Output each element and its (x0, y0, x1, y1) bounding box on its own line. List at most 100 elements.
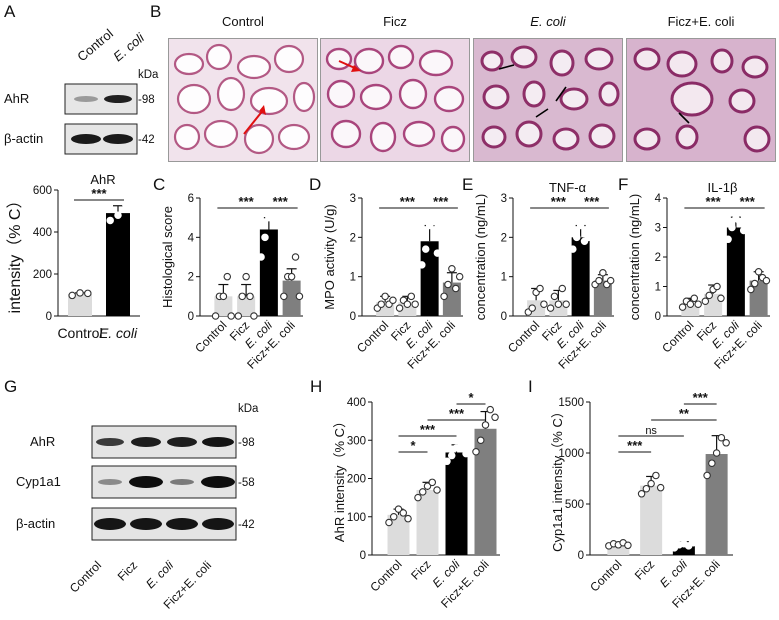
data-point (246, 292, 254, 301)
bar (420, 241, 439, 316)
data-point (491, 413, 499, 422)
data-point (532, 288, 540, 297)
data-point (754, 267, 763, 276)
data-point (591, 280, 599, 289)
data-point (385, 300, 393, 308)
blot-A-strip-actin (64, 123, 138, 155)
y-tick-label: 2 (350, 232, 356, 244)
significance-label: *** (420, 422, 436, 437)
blot-G-band (202, 518, 234, 530)
data-point (272, 213, 281, 222)
data-point (717, 433, 726, 442)
data-point (728, 223, 736, 232)
category-label: E. coli (554, 318, 587, 351)
data-point (291, 253, 300, 261)
blot-G-kda: kDa (238, 403, 259, 415)
data-point (418, 261, 426, 269)
significance-label: *** (551, 194, 567, 209)
bar (571, 237, 590, 316)
blot-G-lane: Control (67, 558, 104, 595)
data-point (675, 541, 683, 549)
blot-G-band (98, 479, 122, 485)
data-point (455, 272, 464, 281)
data-point (457, 440, 466, 448)
data-point (550, 292, 559, 301)
blot-A-strip-ahr (64, 83, 138, 115)
panel-letter-A: A (4, 2, 16, 21)
data-point (476, 436, 485, 444)
data-point (750, 279, 759, 288)
data-point (572, 233, 581, 242)
bar (376, 302, 395, 316)
data-point (403, 300, 412, 308)
data-point (705, 291, 713, 300)
data-point (694, 300, 702, 308)
category-label: Control (192, 318, 229, 355)
category-label: Control (659, 318, 696, 355)
category-label: Ficz (539, 318, 564, 343)
y-axis-label: AhR intensity（% C） (332, 415, 347, 542)
data-point (472, 447, 480, 456)
data-point (708, 459, 716, 467)
blot-A-lane-ecoli: E. coli (110, 29, 148, 64)
y-tick-label: 1 (501, 272, 507, 284)
bar (593, 280, 612, 316)
bar (681, 302, 700, 316)
tissue-vesicles (480, 45, 620, 151)
blot-A-band (74, 96, 98, 102)
data-point (440, 292, 448, 301)
category-label: Ficz (388, 318, 413, 343)
data-point (540, 300, 548, 308)
blot-G-band (202, 437, 234, 447)
significance-label: *** (740, 194, 756, 209)
y-tick-label: 0 (655, 311, 661, 323)
hist-label-ficz: Ficz (383, 14, 407, 29)
data-point (377, 300, 385, 308)
data-point (595, 276, 603, 285)
panel-letter-I: I (528, 377, 533, 396)
data-point (554, 300, 563, 308)
significance-label: *** (693, 390, 709, 405)
data-point (448, 265, 456, 273)
data-point (701, 297, 710, 305)
data-point (670, 544, 679, 552)
blot-A-protein-ahr: AhR (4, 91, 29, 106)
blot-G-lane: Ficz+E. coli (161, 558, 215, 612)
data-point (609, 540, 618, 548)
significance-label: * (410, 438, 416, 453)
bar (398, 302, 417, 316)
data-point (234, 312, 243, 320)
y-tick-label: 0 (350, 311, 356, 323)
data-point (452, 444, 461, 452)
data-point (605, 542, 613, 550)
category-label: E. coli (99, 325, 138, 341)
histology-image-ficz-ecoli (626, 38, 776, 162)
blot-G-kda-42: -42 (238, 519, 255, 531)
data-point (425, 221, 434, 230)
data-point (389, 296, 397, 305)
blot-A-kda: kDa (138, 69, 159, 81)
blot-G-band (96, 438, 124, 446)
data-point (682, 297, 691, 305)
blot-G-kda-98: -98 (238, 437, 255, 449)
data-point (762, 276, 771, 285)
significance-label: *** (584, 194, 600, 209)
data-point (283, 272, 292, 281)
data-point (447, 451, 456, 460)
significance-label: * (468, 390, 474, 405)
blot-G-strip-ahr (91, 425, 237, 459)
data-point (580, 237, 589, 246)
data-point (407, 292, 416, 301)
data-point (433, 249, 442, 257)
y-axis-label: concentration (ng/mL) (627, 194, 642, 320)
data-point (242, 272, 250, 281)
data-point (68, 291, 76, 300)
blot-G-band (129, 476, 163, 488)
panel-letter-C: C (153, 175, 165, 194)
data-point (381, 292, 389, 301)
blot-G-protein-ahr: AhR (30, 434, 55, 449)
data-point (444, 280, 452, 289)
data-point (686, 300, 695, 308)
y-tick-label: 200 (33, 269, 52, 281)
